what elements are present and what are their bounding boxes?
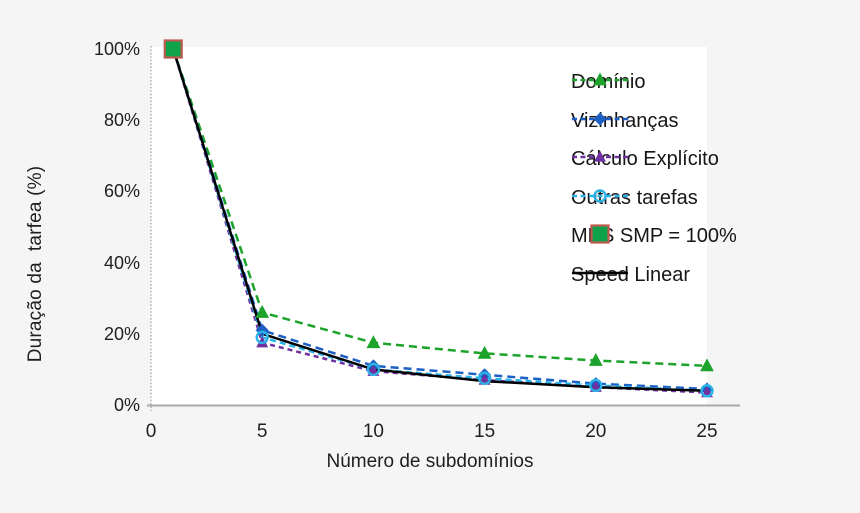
series-line-0 (172, 48, 708, 368)
y-tick-label: 60% (103, 181, 140, 202)
legend-item-2: Cálculo Explícito (571, 145, 719, 173)
series-marker-0 (366, 335, 381, 349)
x-tick-label: 15 (474, 421, 496, 442)
x-tick-label: 0 (145, 421, 157, 442)
legend-swatch-triangle-small (572, 150, 628, 162)
series-line-1 (172, 48, 708, 391)
legend-item-5: Speed Linear (571, 261, 690, 289)
y-tick-label: 100% (93, 39, 140, 59)
series-marker-3 (477, 371, 492, 385)
legend-swatch-circle-open (572, 188, 628, 203)
series-line-5 (172, 48, 708, 393)
series-marker-3 (700, 384, 714, 398)
legend-swatch-square (590, 224, 610, 244)
legend-item-4: MPS SMP = 100% (571, 222, 737, 250)
legend-item-0: Domínio (571, 68, 645, 96)
x-tick-label: 10 (362, 421, 384, 442)
series-marker-0 (588, 353, 603, 366)
legend-swatch-diamond (572, 112, 628, 125)
series-marker-0 (700, 358, 714, 372)
y-tick-label: 40% (103, 252, 140, 273)
y-tick-label: 80% (103, 110, 140, 131)
legend-swatch-none-line (572, 271, 628, 274)
series-marker-3 (255, 330, 269, 345)
x-tick-label: 5 (256, 421, 268, 442)
plot-background (151, 47, 707, 405)
legend-label: Domínio (571, 71, 646, 93)
series-marker-3 (589, 378, 603, 393)
legend-item-3: Outras tarefas (571, 184, 698, 212)
x-tick-label: 25 (696, 421, 718, 442)
x-axis-title: Número de subdomínios (326, 451, 534, 472)
series-marker-3 (366, 362, 381, 377)
y-tick-label: 0% (113, 395, 140, 415)
legend-label: Speed Linear (571, 263, 690, 286)
legend-item-1: Vizinhanças (571, 107, 678, 135)
y-axis-title: Duração da tarfea (%) (25, 165, 46, 363)
x-tick-label: 20 (585, 421, 607, 442)
series-marker-0 (255, 304, 270, 318)
legend-swatch-triangle (572, 72, 628, 86)
legend-label: Outras tarefas (571, 186, 698, 209)
series-marker-4 (163, 39, 183, 59)
legend-label: Cálculo Explícito (571, 148, 719, 170)
series-marker-0 (477, 345, 492, 359)
y-tick-label: 20% (103, 323, 140, 344)
